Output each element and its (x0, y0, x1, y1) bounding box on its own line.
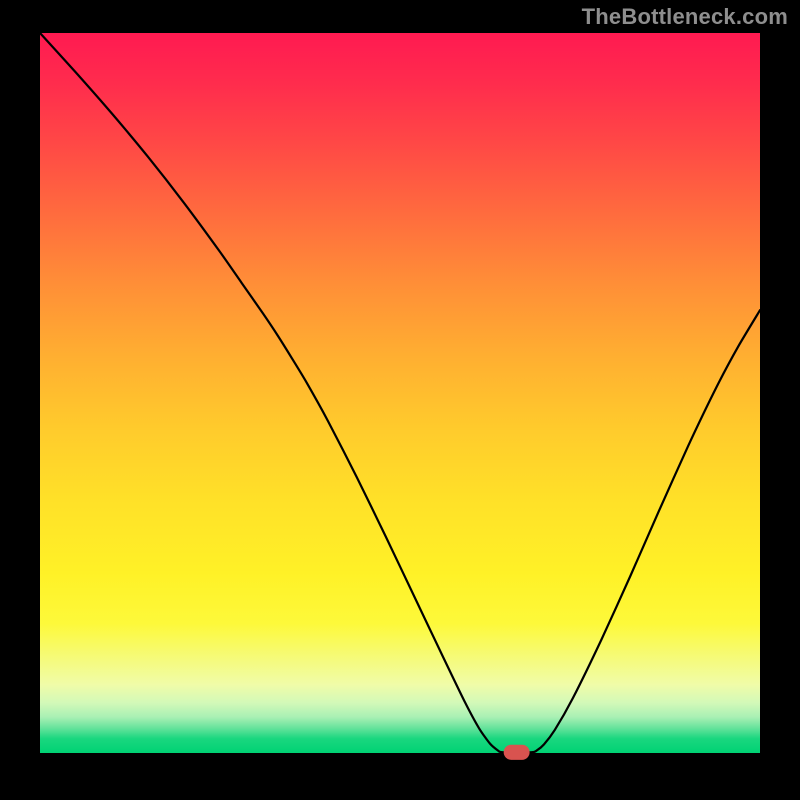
optimum-marker (504, 745, 530, 760)
bottleneck-chart (0, 0, 800, 800)
chart-container: { "watermark": { "text": "TheBottleneck.… (0, 0, 800, 800)
plot-background (40, 33, 760, 753)
watermark-text: TheBottleneck.com (582, 4, 788, 30)
